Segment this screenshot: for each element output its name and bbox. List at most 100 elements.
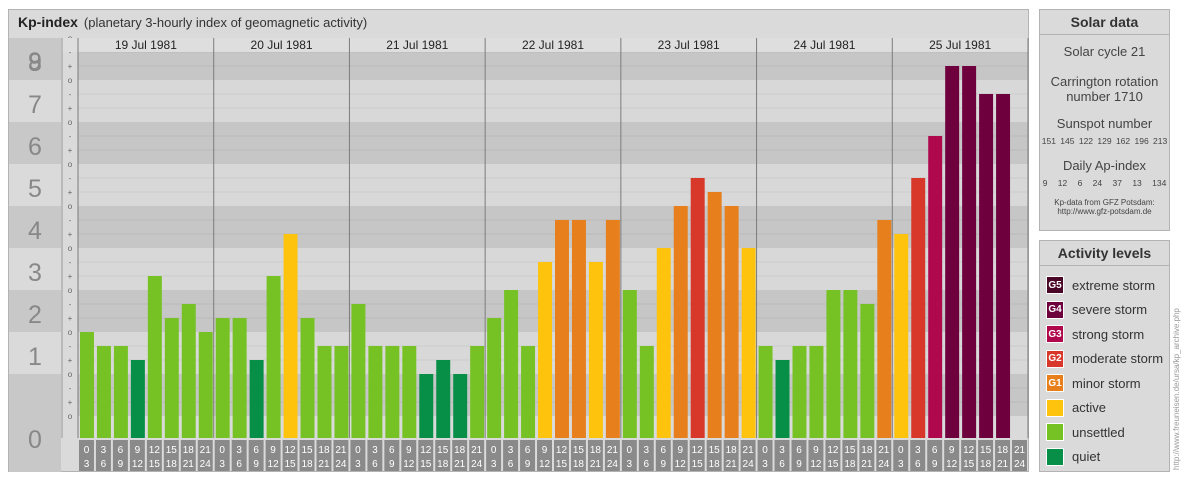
minor-tick-mark: + — [68, 356, 73, 365]
kp-bar — [673, 206, 688, 438]
y-axis-band — [9, 80, 61, 122]
hour-end-label: 3 — [627, 459, 633, 470]
hour-start-label: 15 — [844, 445, 856, 456]
hour-start-label: 21 — [607, 445, 619, 456]
hour-cell — [435, 440, 451, 471]
legend-label: strong storm — [1072, 326, 1145, 342]
hour-cell — [384, 440, 400, 471]
y-tick-label: 8 — [28, 49, 42, 77]
minor-tick-mark: + — [68, 272, 73, 281]
kp-bar — [860, 303, 875, 438]
hour-end-label: 15 — [149, 459, 161, 470]
hour-end-label: 9 — [253, 459, 259, 470]
hour-start-label: 21 — [878, 445, 890, 456]
hour-start-label: 0 — [84, 445, 90, 456]
hour-cell — [333, 440, 349, 471]
hour-cell — [604, 440, 620, 471]
y-tick-label: 9 — [28, 48, 42, 76]
hour-start-label: 6 — [796, 445, 802, 456]
hour-end-label: 3 — [491, 459, 497, 470]
hour-end-label: 21 — [183, 459, 195, 470]
hour-end-label: 15 — [556, 459, 568, 470]
kp-bar — [232, 318, 247, 438]
kp-bar — [300, 318, 315, 438]
hour-cell — [740, 440, 756, 471]
kp-bar — [588, 261, 603, 438]
legend-label: extreme storm — [1072, 277, 1156, 293]
kp-bar — [538, 261, 552, 438]
hour-start-label: 15 — [573, 445, 585, 456]
hour-end-label: 12 — [268, 459, 280, 470]
hour-cell — [927, 440, 943, 471]
hour-cell — [350, 440, 366, 471]
hour-start-label: 12 — [692, 445, 704, 456]
chart-subtitle: (planetary 3-hourly index of geomagnetic… — [83, 15, 368, 30]
kp-bar — [656, 248, 671, 438]
hour-end-label: 6 — [101, 459, 107, 470]
hour-cell — [570, 440, 586, 471]
minor-tick-mark: o — [68, 160, 73, 169]
hour-start-label: 12 — [149, 445, 161, 456]
kp-bar — [419, 374, 434, 438]
hour-cell — [723, 440, 739, 471]
hour-cell — [146, 440, 162, 471]
legend-item: quiet — [1046, 447, 1100, 467]
legend-swatch: G5 — [1046, 276, 1064, 294]
legend-label: unsettled — [1072, 424, 1125, 440]
minor-tick-mark: - — [69, 48, 72, 57]
minor-tick-mark: + — [68, 230, 73, 239]
activity-legend-box: Activity levels G5 extreme storm G4 severe … — [1039, 240, 1170, 472]
hour-end-label: 18 — [573, 459, 585, 470]
kp-bar — [351, 303, 366, 438]
credit-url: http://www.freuneisen.de/ursa/kp_archive… — [1172, 308, 1181, 470]
hour-start-label: 3 — [644, 445, 650, 456]
carrington-rotation-line1: Carrington rotation — [1050, 74, 1159, 89]
hour-end-label: 24 — [878, 459, 890, 470]
day-label: 25 Jul 1981 — [929, 38, 991, 52]
hour-cell — [180, 440, 196, 471]
day-label: 23 Jul 1981 — [658, 38, 720, 52]
hour-end-label: 12 — [539, 459, 551, 470]
hour-cell — [112, 440, 128, 471]
carrington-rotation-line2: number 1710 — [1066, 89, 1143, 104]
kp-bar — [266, 276, 281, 438]
hour-start-label: 6 — [118, 445, 124, 456]
chart-title: Kp-index — [18, 14, 78, 30]
hour-end-label: 18 — [980, 459, 992, 470]
legend-swatch: G4 — [1046, 300, 1064, 319]
hour-end-label: 24 — [335, 459, 347, 470]
y-axis-band — [9, 290, 61, 332]
kp-bar — [317, 345, 332, 438]
kp-bar — [368, 345, 383, 438]
hour-end-label: 21 — [590, 459, 602, 470]
kp-bar — [894, 234, 909, 438]
hour-start-label: 6 — [660, 445, 666, 456]
minor-tick-mark: o — [68, 370, 73, 379]
y-tick-label: 6 — [28, 133, 42, 161]
hour-start-label: 9 — [406, 445, 412, 456]
kp-bar — [487, 318, 502, 438]
minor-tick-mark: + — [68, 398, 73, 407]
legend-swatch: G1 — [1046, 374, 1064, 392]
hour-end-label: 3 — [762, 459, 768, 470]
hour-start-label: 18 — [726, 445, 738, 456]
legend-item: G5 extreme storm — [1046, 275, 1155, 295]
hour-end-label: 18 — [844, 459, 856, 470]
hour-end-label: 6 — [508, 459, 514, 470]
hour-cell — [163, 440, 179, 471]
hour-end-label: 18 — [709, 459, 721, 470]
y-tick-label: 5 — [28, 175, 42, 203]
hour-start-label: 0 — [491, 445, 497, 456]
hour-end-label: 12 — [132, 459, 144, 470]
minor-tick-mark: - — [69, 258, 72, 267]
hour-end-label: 6 — [644, 459, 650, 470]
hour-end-label: 15 — [692, 459, 704, 470]
legend-item: active — [1046, 398, 1106, 418]
minor-tick-mark: + — [68, 62, 73, 71]
source-line2: http://www.gfz-potsdam.de — [1057, 207, 1152, 216]
sunspot-values: 151 145 122 129 162 196 213 — [1041, 136, 1168, 146]
kp-bar — [809, 345, 824, 438]
y-axis-band — [9, 38, 61, 80]
minor-tick-mark: - — [69, 132, 72, 141]
legend-item: G2 moderate storm — [1046, 349, 1163, 369]
